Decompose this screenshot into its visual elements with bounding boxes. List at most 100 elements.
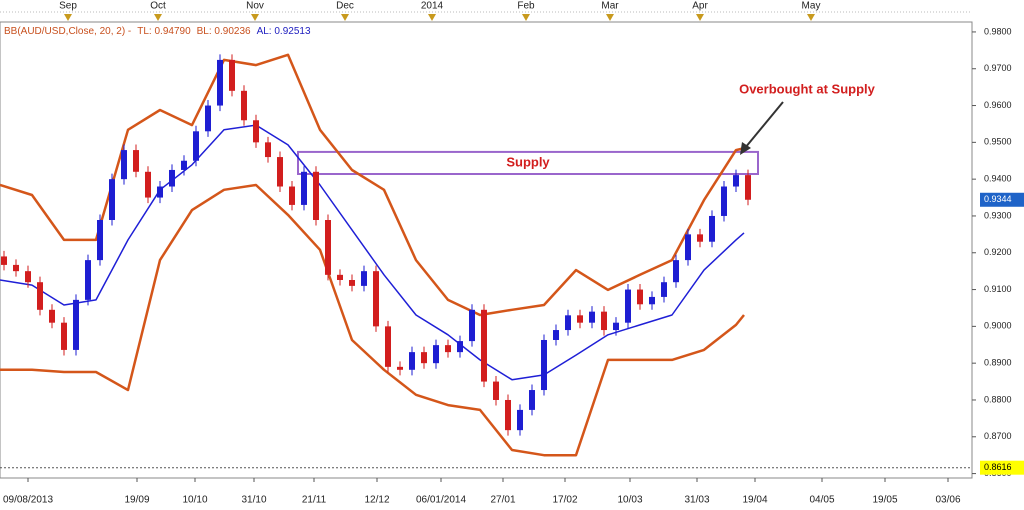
y-tick-label: 0.9200	[984, 247, 1012, 257]
annotation-group: Overbought at Supply	[739, 81, 876, 155]
month-label: Sep	[59, 1, 77, 12]
x-tick-label: 31/03	[684, 495, 709, 506]
plot-frame	[0, 21, 973, 479]
x-tick-label: 04/05	[809, 495, 834, 506]
x-tick-label: 10/03	[617, 495, 642, 506]
candle-body	[505, 399, 511, 431]
candle-body	[157, 186, 163, 198]
arrow-head	[740, 142, 751, 155]
month-label: Oct	[150, 1, 166, 12]
candle-body	[133, 150, 139, 172]
x-tick-label: 09/08/2013	[3, 495, 53, 506]
candle-body	[181, 160, 187, 170]
upper-band	[0, 53, 745, 317]
candle-body	[721, 186, 727, 216]
month-label: Nov	[246, 1, 264, 12]
month-label: Feb	[517, 1, 535, 12]
x-tick-label: 21/11	[302, 495, 327, 506]
candle-body	[613, 322, 619, 331]
candle-body	[469, 309, 475, 342]
candle-body	[169, 169, 175, 187]
price-tag-label: 0.8616	[984, 462, 1012, 472]
candle-body	[1, 256, 7, 265]
candle-body	[37, 282, 43, 310]
header-part: BL: 0.90236	[197, 26, 251, 37]
month-marker	[807, 14, 815, 21]
candle-body	[253, 120, 259, 143]
candle-body	[517, 409, 523, 431]
y-tick-label: 0.9500	[984, 137, 1012, 147]
x-tick-label: 19/04	[742, 495, 767, 506]
candle-body	[529, 390, 535, 410]
y-tick-label: 0.9000	[984, 321, 1012, 331]
candle-body	[445, 345, 451, 353]
candle-body	[553, 330, 559, 340]
candle-body	[385, 326, 391, 367]
price-tag-label: 0.9344	[984, 194, 1012, 204]
candle-body	[433, 345, 439, 364]
candle-body	[637, 289, 643, 305]
annotation-arrow	[744, 101, 784, 149]
y-tick-label: 0.9600	[984, 100, 1012, 110]
month-label: Dec	[336, 1, 354, 12]
x-tick-label: 17/02	[552, 495, 577, 506]
candle-body	[85, 260, 91, 300]
y-tick-label: 0.8700	[984, 431, 1012, 441]
y-tick-label: 0.9700	[984, 63, 1012, 73]
y-tick-label: 0.8800	[984, 394, 1012, 404]
candle-body	[421, 352, 427, 364]
candle-body	[25, 271, 31, 283]
x-tick-label: 27/01	[490, 495, 515, 506]
candle-body	[193, 131, 199, 161]
month-marker	[522, 14, 530, 21]
middle-band	[0, 124, 745, 381]
price-tag	[980, 460, 1024, 475]
x-tick-label: 03/06	[935, 495, 960, 506]
candle-body	[685, 234, 691, 261]
candle-body	[61, 322, 67, 350]
month-label: May	[802, 1, 821, 12]
month-marker	[341, 14, 349, 21]
candle-body	[625, 289, 631, 323]
indicator-header: BB(AUD/USD,Close, 20, 2) - TL: 0.94790 BL:…	[4, 26, 311, 37]
candle-body	[493, 381, 499, 400]
y-tick-label: 0.8900	[984, 358, 1012, 368]
candle-body	[733, 175, 739, 187]
candle-body	[337, 274, 343, 280]
candle-body	[73, 299, 79, 350]
candle-body	[709, 215, 715, 242]
month-label: Apr	[692, 1, 708, 12]
x-tick-label: 12/12	[364, 495, 389, 506]
x-tick-label: 19/09	[124, 495, 149, 506]
header-part: TL: 0.94790	[137, 26, 191, 37]
candle-body	[589, 311, 595, 323]
candle-body	[601, 311, 607, 331]
candle-body	[649, 296, 655, 305]
candle-body	[565, 315, 571, 331]
candle-body	[481, 309, 487, 382]
y-tick-label: 0.9400	[984, 174, 1012, 184]
y-tick-label: 0.9300	[984, 210, 1012, 220]
candle-body	[409, 352, 415, 370]
candle-body	[229, 59, 235, 91]
month-marker	[606, 14, 614, 21]
candle-body	[577, 315, 583, 323]
month-label: Mar	[601, 1, 619, 12]
candle-body	[109, 179, 115, 221]
candle-body	[313, 171, 319, 221]
month-marker	[64, 14, 72, 21]
month-label: 2014	[421, 1, 444, 12]
candle-body	[349, 279, 355, 286]
price-tag	[980, 192, 1024, 207]
candle-body	[325, 220, 331, 275]
y-tick-label: 0.9100	[984, 284, 1012, 294]
x-tick-label: 31/10	[241, 495, 266, 506]
candle-body	[697, 234, 703, 242]
supply-zone	[297, 150, 759, 176]
candle-body	[97, 220, 103, 261]
candle-body	[661, 282, 667, 297]
candle-body	[13, 264, 19, 272]
